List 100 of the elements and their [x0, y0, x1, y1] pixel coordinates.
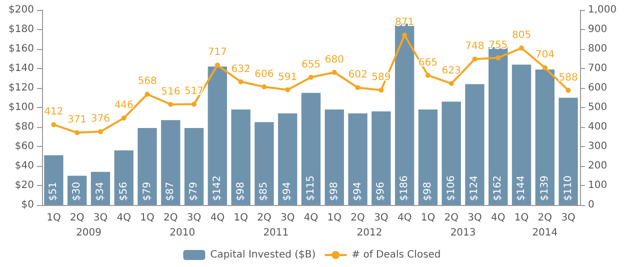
point — [542, 65, 548, 70]
x-tick-label: 1Q — [140, 212, 155, 224]
data-label: 680 — [324, 54, 344, 66]
bar — [558, 98, 578, 205]
point — [238, 79, 244, 84]
bar — [208, 66, 228, 205]
data-label: $124 — [469, 176, 480, 201]
text: 2009 — [76, 228, 102, 238]
y2-tick-label: 900 — [588, 24, 608, 35]
x-tick-label: 1Q — [420, 212, 436, 224]
y-tick-label: $20 — [14, 180, 34, 191]
point — [378, 88, 384, 93]
y-tick-label: $100 — [8, 102, 34, 113]
y-tick-label: $200 — [8, 4, 34, 16]
bar — [394, 24, 414, 205]
bar — [512, 64, 532, 205]
text: 2013 — [450, 228, 476, 238]
point — [98, 129, 103, 134]
data-label: 704 — [535, 50, 554, 61]
data-label: 588 — [558, 72, 578, 84]
bar — [278, 113, 298, 205]
bar — [184, 128, 204, 205]
text: 2011 — [263, 228, 289, 238]
point — [214, 62, 220, 68]
x-tick-label: 2Q — [164, 212, 178, 224]
y-tick-label: $180 — [8, 24, 34, 35]
data-label: $144 — [516, 176, 528, 201]
y2-tick-label: 700 — [588, 63, 608, 74]
point — [566, 88, 571, 93]
x-tick-label: 2Q — [444, 212, 459, 224]
data-label: $162 — [492, 176, 504, 201]
y-tick-label: $0 — [21, 200, 34, 210]
y2-tick-label: 400 — [588, 122, 608, 132]
y2-tick-label: 500 — [588, 102, 608, 113]
bar — [231, 109, 250, 205]
data-label: $51 — [48, 182, 60, 201]
data-label: 412 — [44, 106, 64, 118]
x-tick-label: 2Q — [538, 212, 552, 224]
data-label: 591 — [278, 72, 298, 83]
point — [285, 87, 290, 92]
x-tick-label: 4Q — [397, 212, 412, 224]
data-label: $56 — [118, 182, 130, 201]
x-tick-label: 2Q — [70, 212, 84, 224]
data-label: 516 — [161, 86, 180, 98]
y2-tick-label: 300 — [588, 141, 608, 152]
x-tick-label: 4Q — [116, 212, 132, 224]
x-tick-label: 1Q — [234, 212, 248, 224]
data-label: 748 — [465, 41, 484, 52]
data-label: 623 — [442, 66, 461, 77]
data-label: $85 — [258, 182, 270, 201]
x-tick-label: 4Q — [210, 212, 225, 224]
data-label: $186 — [399, 176, 410, 201]
data-label: $87 — [165, 182, 176, 201]
data-label: 602 — [348, 70, 368, 81]
data-label: $98 — [422, 182, 434, 201]
y-tick-label: $160 — [8, 44, 34, 54]
y-tick-label: $120 — [8, 82, 34, 94]
data-label: 446 — [114, 100, 134, 112]
point — [448, 81, 454, 86]
point — [51, 122, 56, 128]
data-label: $98 — [328, 182, 340, 201]
y2-tick-label: 0 — [588, 200, 594, 210]
point — [74, 130, 80, 136]
x-tick-label: 3Q — [186, 212, 202, 224]
data-label: $106 — [446, 176, 457, 201]
x-tick-label: 4Q — [304, 212, 318, 224]
point — [425, 72, 430, 78]
bar — [488, 47, 508, 205]
x-tick-label: 1Q — [46, 212, 61, 224]
data-label: $142 — [212, 176, 223, 201]
point — [262, 84, 267, 90]
data-label: 717 — [208, 47, 227, 58]
y-tick-label: $40 — [14, 160, 34, 172]
x-tick-label: 3Q — [93, 212, 108, 224]
point — [192, 102, 197, 107]
data-label: 655 — [301, 59, 321, 70]
data-label: $34 — [94, 182, 106, 201]
bar — [324, 109, 344, 205]
point — [332, 70, 337, 75]
x-tick-label: 2Q — [350, 212, 366, 224]
point — [355, 85, 360, 90]
y2-tick-label: 200 — [588, 160, 608, 172]
point — [496, 55, 501, 60]
data-label: $30 — [72, 182, 83, 201]
bar — [254, 122, 274, 205]
y-tick-label: $80 — [14, 122, 34, 132]
legend-label: Capital Invested ($B) — [210, 250, 316, 260]
point — [144, 92, 150, 97]
bar — [44, 155, 64, 205]
x-tick-label: 2Q — [257, 212, 272, 224]
point — [308, 74, 314, 80]
data-label: $98 — [235, 182, 246, 201]
point — [168, 102, 174, 107]
y2-tick-label: 600 — [588, 82, 608, 94]
data-label: $110 — [562, 176, 574, 201]
data-label: 632 — [231, 64, 250, 75]
x-tick-label: 1Q — [327, 212, 342, 224]
point — [472, 56, 478, 62]
y2-tick-label: 1,000 — [588, 4, 617, 16]
point — [121, 116, 126, 121]
